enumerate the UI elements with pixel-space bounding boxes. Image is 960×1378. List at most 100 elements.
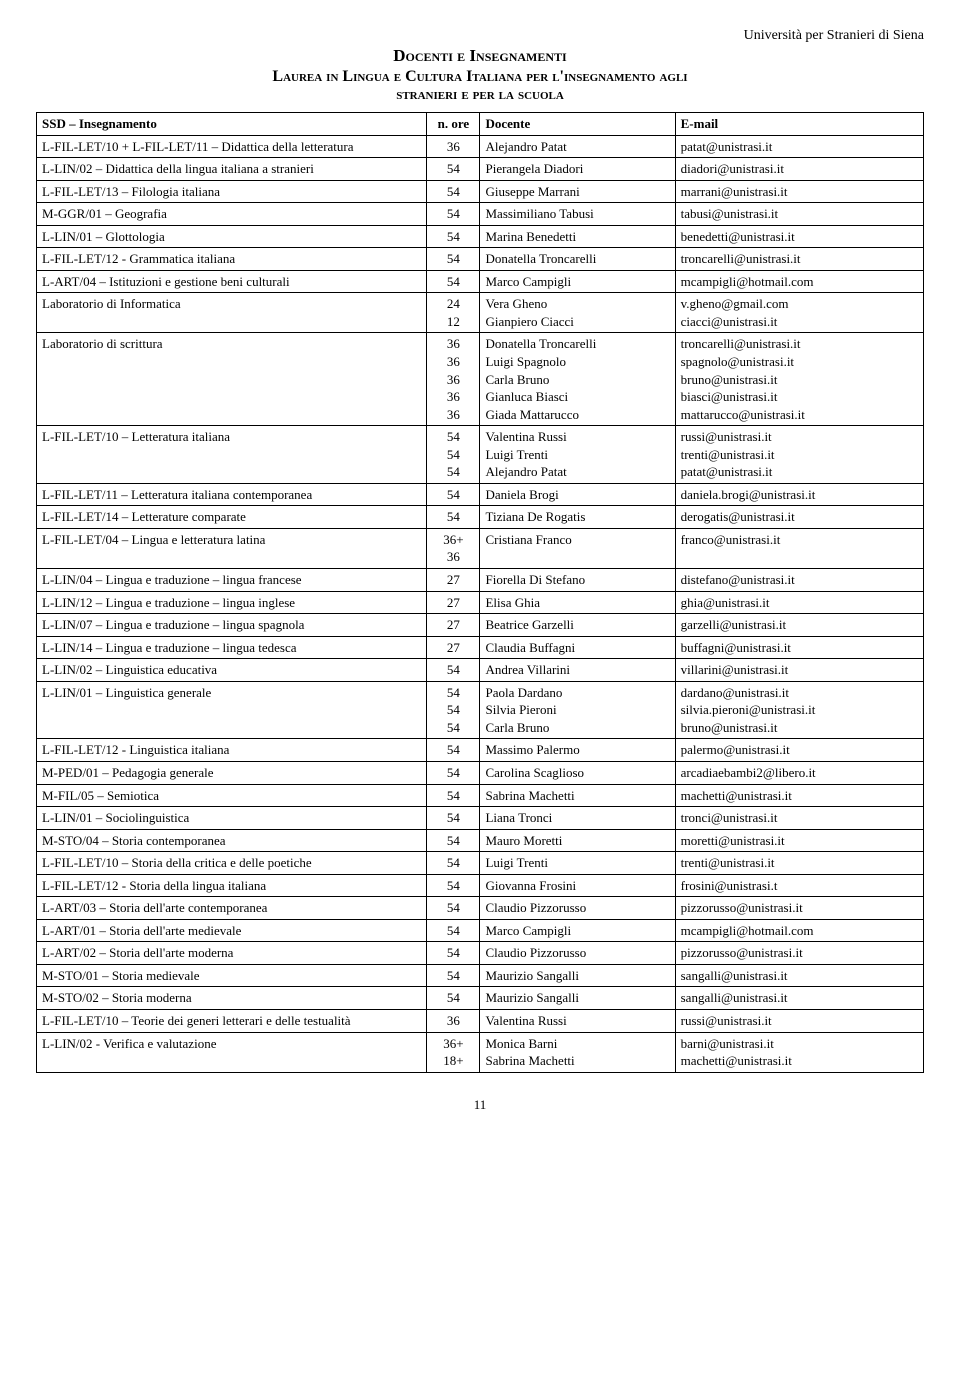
cell-docente: Elisa Ghia (480, 591, 675, 614)
cell-email: machetti@unistrasi.it (675, 784, 923, 807)
cell-ore: 36 (427, 1009, 480, 1032)
cell-email: villarini@unistrasi.it (675, 659, 923, 682)
cell-email: ghia@unistrasi.it (675, 591, 923, 614)
cell-email: patat@unistrasi.it (675, 135, 923, 158)
cell-ore: 54 (427, 897, 480, 920)
table-row: L-LIN/14 – Lingua e traduzione – lingua … (37, 636, 924, 659)
cell-docente: Pierangela Diadori (480, 158, 675, 181)
cell-ore: 54 (427, 807, 480, 830)
cell-ore: 54 (427, 739, 480, 762)
cell-docente: Donatella Troncarelli Luigi Spagnolo Car… (480, 333, 675, 426)
table-row: L-LIN/01 – Sociolinguistica54Liana Tronc… (37, 807, 924, 830)
cell-docente: Claudio Pizzorusso (480, 942, 675, 965)
cell-docente: Daniela Brogi (480, 483, 675, 506)
cell-ssd: L-FIL-LET/10 – Storia della critica e de… (37, 852, 427, 875)
cell-ssd: L-LIN/01 – Glottologia (37, 225, 427, 248)
cell-email: arcadiaebambi2@libero.it (675, 761, 923, 784)
table-row: L-FIL-LET/14 – Letterature comparate54Ti… (37, 506, 924, 529)
table-row: L-LIN/02 – Didattica della lingua italia… (37, 158, 924, 181)
table-row: L-FIL-LET/12 - Storia della lingua itali… (37, 874, 924, 897)
cell-docente: Sabrina Machetti (480, 784, 675, 807)
cell-email: derogatis@unistrasi.it (675, 506, 923, 529)
cell-ore: 54 54 54 (427, 426, 480, 484)
table-row: Laboratorio di Informatica24 12Vera Ghen… (37, 293, 924, 333)
cell-email: troncarelli@unistrasi.it (675, 248, 923, 271)
cell-ssd: L-LIN/02 – Linguistica educativa (37, 659, 427, 682)
cell-ssd: Laboratorio di scrittura (37, 333, 427, 426)
cell-ore: 24 12 (427, 293, 480, 333)
table-row: L-FIL-LET/04 – Lingua e letteratura lati… (37, 528, 924, 568)
cell-docente: Monica Barni Sabrina Machetti (480, 1032, 675, 1072)
cell-ssd: L-FIL-LET/14 – Letterature comparate (37, 506, 427, 529)
table-row: L-FIL-LET/12 - Linguistica italiana54Mas… (37, 739, 924, 762)
table-row: L-FIL-LET/10 – Storia della critica e de… (37, 852, 924, 875)
cell-ore: 36 36 36 36 36 (427, 333, 480, 426)
cell-ore: 54 (427, 784, 480, 807)
cell-email: franco@unistrasi.it (675, 528, 923, 568)
cell-ore: 54 (427, 659, 480, 682)
cell-ore: 27 (427, 636, 480, 659)
table-row: L-ART/02 – Storia dell'arte moderna54Cla… (37, 942, 924, 965)
cell-docente: Valentina Russi Luigi Trenti Alejandro P… (480, 426, 675, 484)
cell-ore: 54 (427, 483, 480, 506)
cell-email: marrani@unistrasi.it (675, 180, 923, 203)
cell-docente: Giuseppe Marrani (480, 180, 675, 203)
cell-docente: Claudia Buffagni (480, 636, 675, 659)
cell-ore: 54 (427, 852, 480, 875)
cell-email: daniela.brogi@unistrasi.it (675, 483, 923, 506)
cell-email: troncarelli@unistrasi.it spagnolo@unistr… (675, 333, 923, 426)
table-row: L-LIN/12 – Lingua e traduzione – lingua … (37, 591, 924, 614)
main-title: Docenti e Insegnamenti (36, 46, 924, 66)
cell-docente: Luigi Trenti (480, 852, 675, 875)
table-row: L-FIL-LET/12 - Grammatica italiana54Dona… (37, 248, 924, 271)
cell-docente: Liana Tronci (480, 807, 675, 830)
cell-email: pizzorusso@unistrasi.it (675, 897, 923, 920)
cell-email: garzelli@unistrasi.it (675, 614, 923, 637)
cell-ore: 36+ 36 (427, 528, 480, 568)
cell-email: trenti@unistrasi.it (675, 852, 923, 875)
table-row: L-LIN/04 – Lingua e traduzione – lingua … (37, 569, 924, 592)
cell-docente: Mauro Moretti (480, 829, 675, 852)
cell-ssd: M-GGR/01 – Geografia (37, 203, 427, 226)
cell-docente: Marina Benedetti (480, 225, 675, 248)
cell-ore: 54 (427, 506, 480, 529)
cell-docente: Cristiana Franco (480, 528, 675, 568)
cell-ssd: L-FIL-LET/11 – Letteratura italiana cont… (37, 483, 427, 506)
cell-ore: 54 (427, 964, 480, 987)
courses-table: SSD – Insegnamento n. ore Docente E-mail… (36, 112, 924, 1073)
table-row: M-PED/01 – Pedagogia generale54Carolina … (37, 761, 924, 784)
cell-ssd: L-FIL-LET/04 – Lingua e letteratura lati… (37, 528, 427, 568)
cell-docente: Massimiliano Tabusi (480, 203, 675, 226)
cell-ssd: L-ART/02 – Storia dell'arte moderna (37, 942, 427, 965)
university-name: Università per Stranieri di Siena (36, 28, 924, 44)
cell-ssd: L-LIN/01 – Sociolinguistica (37, 807, 427, 830)
cell-ssd: M-PED/01 – Pedagogia generale (37, 761, 427, 784)
cell-docente: Giovanna Frosini (480, 874, 675, 897)
col-ore: n. ore (427, 113, 480, 136)
cell-email: russi@unistrasi.it trenti@unistrasi.it p… (675, 426, 923, 484)
table-row: L-LIN/02 - Verifica e valutazione36+ 18+… (37, 1032, 924, 1072)
cell-docente: Andrea Villarini (480, 659, 675, 682)
cell-ore: 54 (427, 248, 480, 271)
cell-ssd: L-FIL-LET/13 – Filologia italiana (37, 180, 427, 203)
cell-email: frosini@unistrasi.t (675, 874, 923, 897)
table-row: L-ART/03 – Storia dell'arte contemporane… (37, 897, 924, 920)
cell-docente: Vera Gheno Gianpiero Ciacci (480, 293, 675, 333)
cell-ssd: L-FIL-LET/10 + L-FIL-LET/11 – Didattica … (37, 135, 427, 158)
table-row: L-ART/01 – Storia dell'arte medievale54M… (37, 919, 924, 942)
cell-docente: Beatrice Garzelli (480, 614, 675, 637)
cell-docente: Maurizio Sangalli (480, 987, 675, 1010)
col-docente: Docente (480, 113, 675, 136)
cell-ssd: M-STO/01 – Storia medievale (37, 964, 427, 987)
table-row: L-LIN/01 – Linguistica generale54 54 54P… (37, 681, 924, 739)
cell-email: distefano@unistrasi.it (675, 569, 923, 592)
cell-email: tronci@unistrasi.it (675, 807, 923, 830)
page-number: 11 (36, 1097, 924, 1113)
cell-ssd: M-FIL/05 – Semiotica (37, 784, 427, 807)
cell-docente: Claudio Pizzorusso (480, 897, 675, 920)
cell-ore: 54 (427, 919, 480, 942)
cell-email: dardano@unistrasi.it silvia.pieroni@unis… (675, 681, 923, 739)
cell-email: v.gheno@gmail.com ciacci@unistrasi.it (675, 293, 923, 333)
cell-docente: Paola Dardano Silvia Pieroni Carla Bruno (480, 681, 675, 739)
cell-docente: Carolina Scaglioso (480, 761, 675, 784)
